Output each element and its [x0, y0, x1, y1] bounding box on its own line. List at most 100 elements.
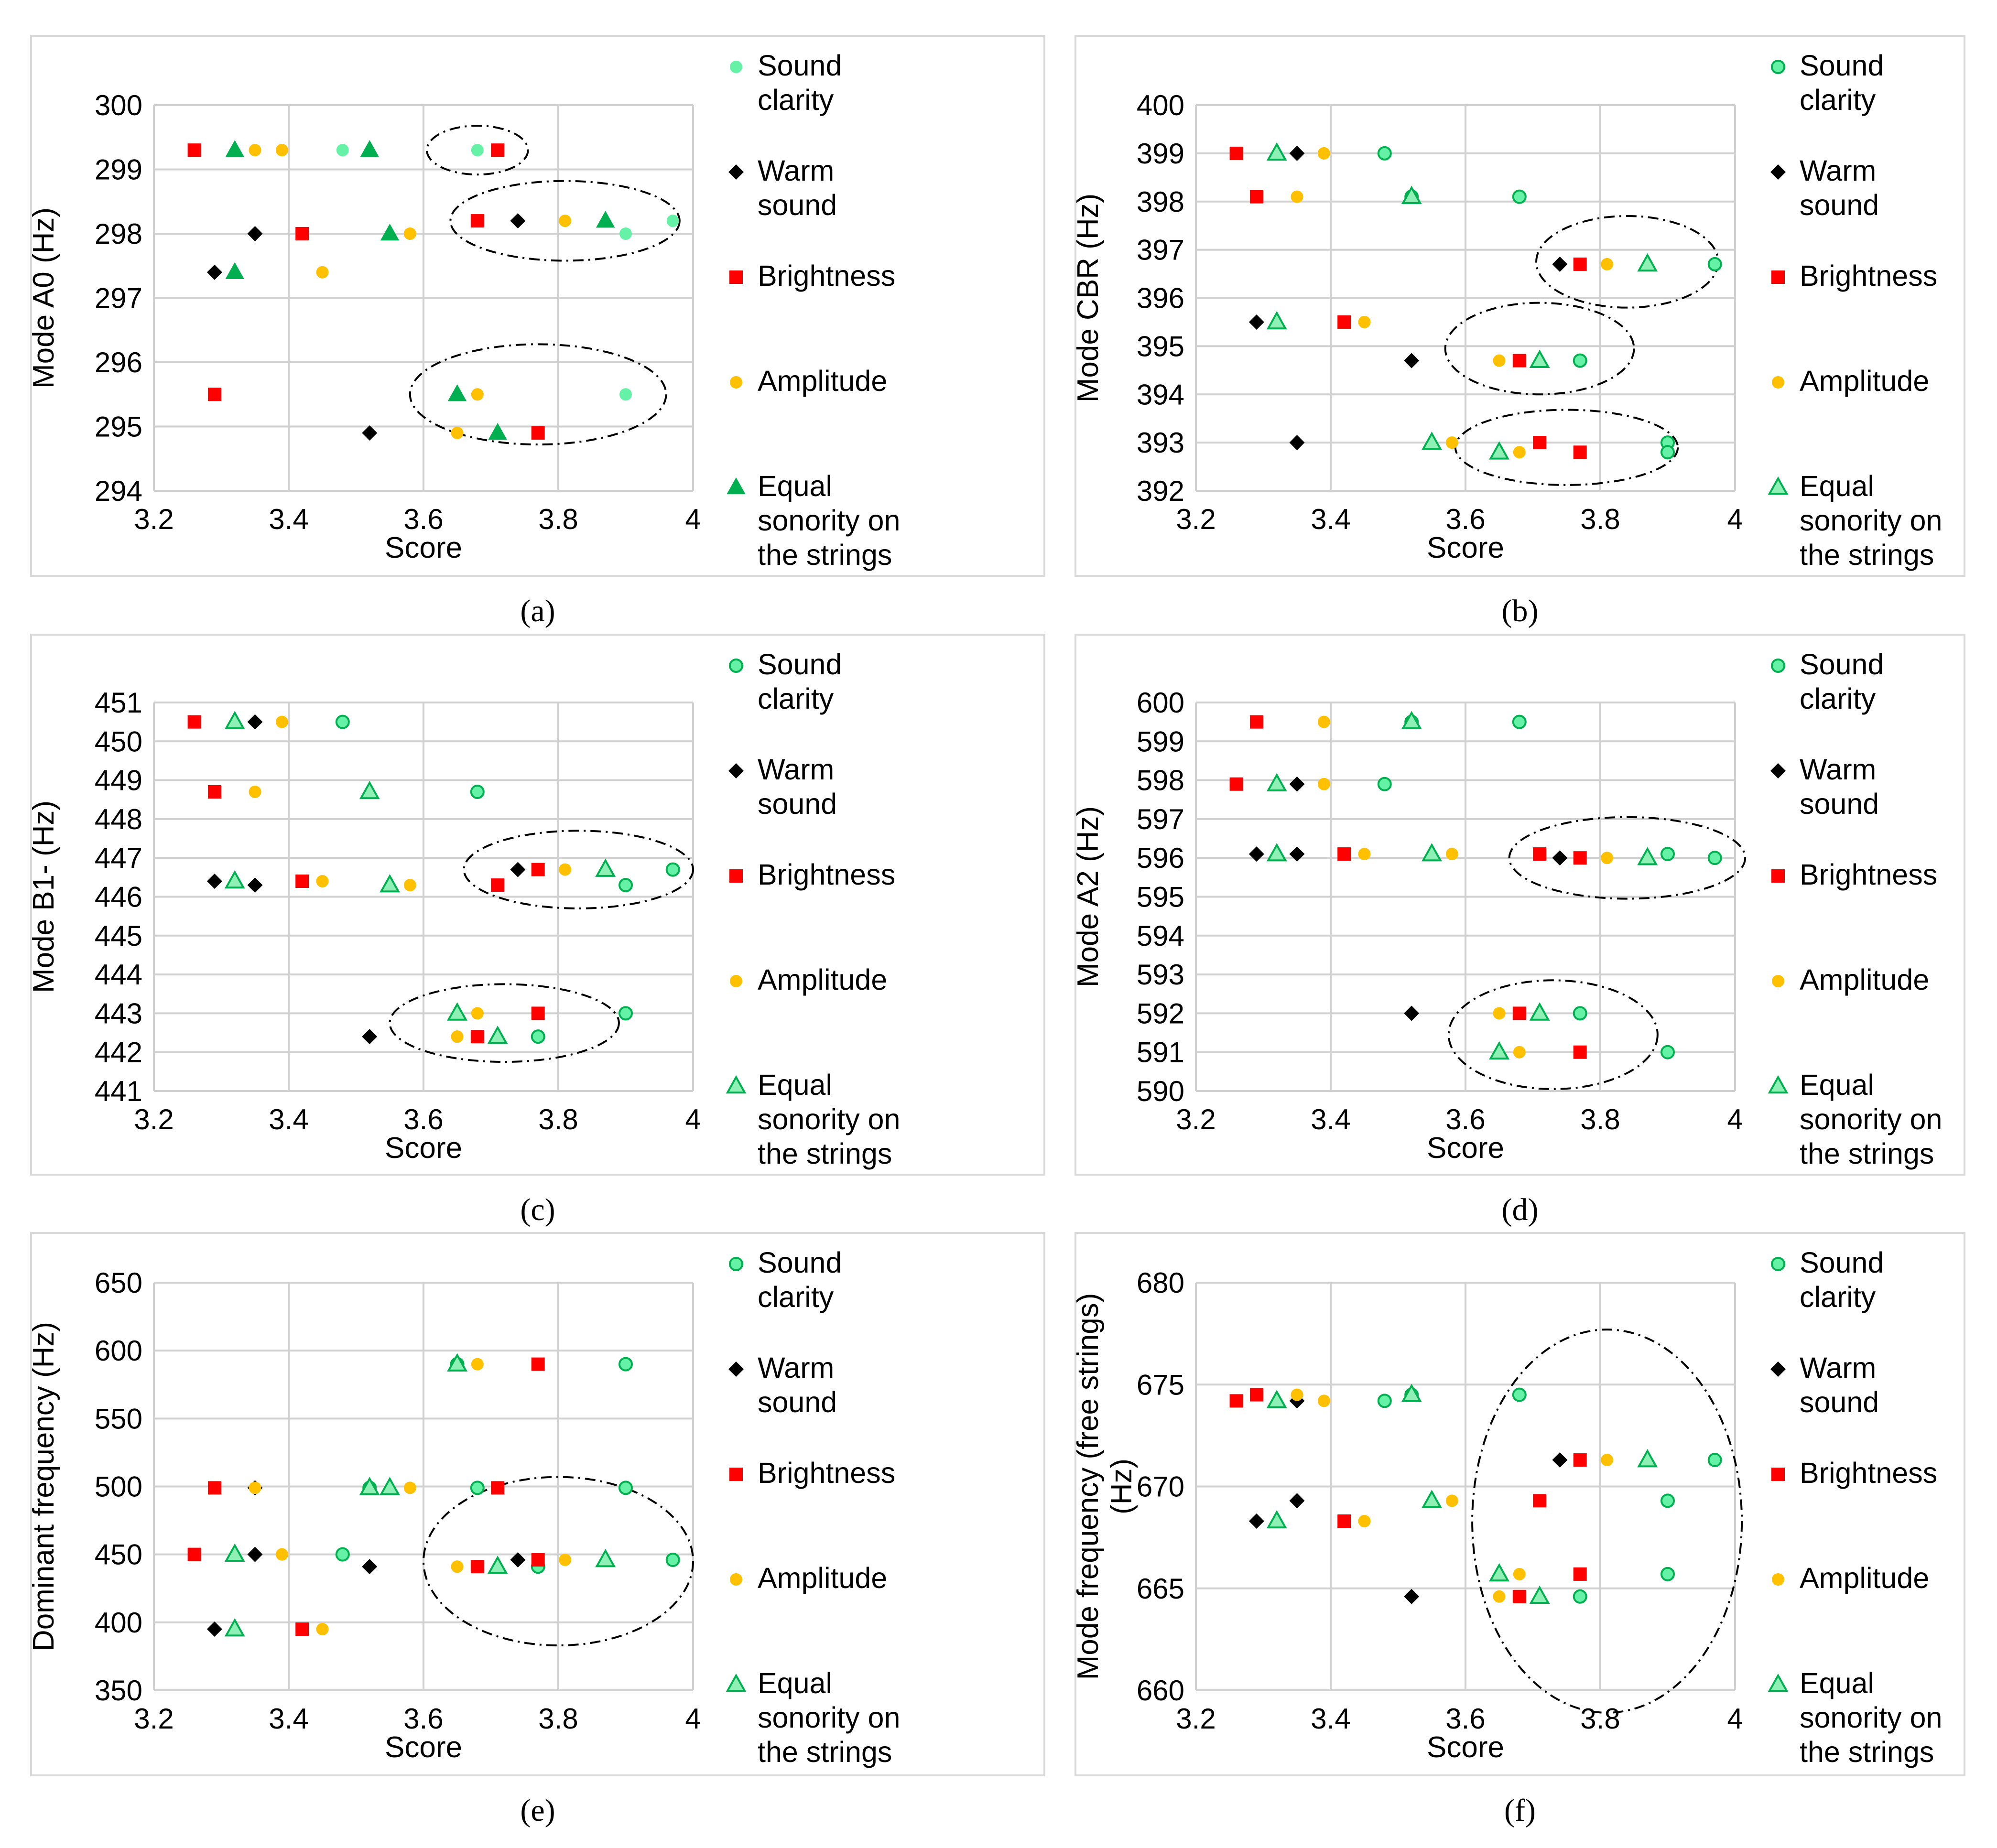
brightness-point [1229, 146, 1243, 160]
legend-amplitude-text: Amplitude [758, 963, 887, 996]
y-tick-label: 444 [95, 959, 142, 991]
warm-sound-point [1404, 1005, 1420, 1021]
sound-clarity-point [665, 1553, 680, 1567]
legend-amplitude-marker [1772, 975, 1784, 987]
y-tick-label: 670 [1137, 1471, 1184, 1503]
highlight-ellipse [1471, 1329, 1743, 1714]
legend-sound-clarity-text: Sound [758, 1246, 842, 1279]
amplitude-point [1493, 354, 1506, 367]
sound-clarity-point [666, 215, 679, 227]
legend-amplitude-marker [1772, 376, 1784, 389]
equal-sonority-point [487, 1556, 508, 1574]
legend-sound-clarity-marker [1771, 659, 1785, 673]
brightness-point [491, 143, 505, 157]
equal-sonority-point [380, 874, 400, 893]
legend-sound-clarity-text: clarity [1800, 682, 1876, 715]
legend-equal-sonority-text: sonority on [758, 504, 900, 537]
brightness-point [470, 1560, 484, 1574]
legend-equal-sonority-text: the strings [758, 1137, 892, 1170]
y-tick-label: 680 [1137, 1267, 1184, 1299]
warm-sound-point [1248, 314, 1264, 330]
sound-clarity-point [1661, 1493, 1675, 1508]
legend-warm-sound-text: Warm [758, 753, 834, 786]
equal-sonority-point [360, 140, 379, 157]
equal-sonority-point [359, 780, 380, 800]
equal-sonority-point [224, 870, 245, 889]
amplitude-point [1601, 1454, 1614, 1467]
amplitude-point [559, 215, 572, 227]
highlight-ellipse [1508, 816, 1747, 900]
warm-sound-point [510, 213, 526, 229]
amplitude-point [1445, 436, 1458, 449]
sound-clarity-point [619, 878, 633, 893]
y-tick-label: 399 [1137, 138, 1184, 170]
equal-sonority-point [447, 1353, 467, 1372]
legend-sound-clarity-text: Sound [758, 49, 842, 82]
y-tick-label: 451 [95, 687, 142, 719]
sound-clarity-point [619, 388, 632, 401]
legend-warm-sound-text: sound [758, 1386, 837, 1418]
equal-sonority-point [447, 1002, 467, 1021]
legend-warm-sound-marker [728, 164, 744, 180]
y-tick-label: 665 [1137, 1573, 1184, 1605]
y-tick-label: 443 [95, 997, 142, 1029]
legend-equal-sonority-text: Equal [758, 1667, 832, 1699]
brightness-point [295, 1622, 309, 1636]
equal-sonority-point [1266, 843, 1287, 862]
legend-warm-sound-text: sound [1800, 788, 1879, 820]
y-tick-label: 394 [1137, 378, 1184, 411]
brightness-point [470, 214, 484, 228]
warm-sound-point [510, 862, 526, 877]
y-tick-label: 393 [1137, 427, 1184, 459]
warm-sound-point [1289, 846, 1305, 862]
y-tick-label: 591 [1137, 1037, 1184, 1069]
brightness-point [1249, 190, 1263, 204]
legend-warm-sound-marker [1770, 763, 1786, 778]
chart-panel: 294 295 296 297 298 299 300 3.2 3.4 3.6 3.8 4 Score M… [27, 35, 1045, 577]
amplitude-point [275, 1548, 288, 1561]
warm-sound-point [1248, 846, 1264, 862]
sound-clarity-point [1661, 847, 1675, 862]
equal-sonority-point [447, 384, 467, 401]
x-tick-label: 3.2 [134, 1703, 174, 1735]
legend-sound-clarity-text: Sound [1800, 1246, 1884, 1279]
brightness-point [1512, 1589, 1526, 1603]
legend-equal-sonority-marker [726, 1673, 747, 1692]
legend-amplitude-text: Amplitude [1800, 365, 1929, 397]
x-tick-label: 3.8 [1580, 1103, 1620, 1135]
warm-sound-point [362, 1029, 378, 1045]
x-tick-label: 3.6 [1445, 1103, 1485, 1135]
y-tick-label: 448 [95, 803, 142, 835]
highlight-ellipse [1447, 979, 1659, 1090]
legend-sound-clarity-text: clarity [1800, 84, 1876, 116]
brightness-point [1573, 257, 1587, 271]
legend-equal-sonority-text: the strings [758, 1736, 892, 1768]
y-tick-label: 598 [1137, 765, 1184, 797]
legend-sound-clarity-text: clarity [758, 682, 834, 715]
equal-sonority-point [1637, 1448, 1658, 1468]
equal-sonority-point [1422, 843, 1442, 862]
brightness-point [1249, 715, 1263, 729]
amplitude-point [471, 1358, 484, 1371]
legend-sound-clarity-marker [1771, 60, 1785, 74]
highlight-ellipse [1444, 302, 1635, 396]
y-axis-title: Mode A2 (Hz) [1072, 806, 1105, 987]
warm-sound-point [206, 264, 222, 280]
amplitude-point [1601, 852, 1614, 865]
sound-clarity-point [619, 1006, 633, 1021]
brightness-point [1337, 315, 1351, 329]
chart-panel: 590 591 592 593 594 595 596 597 598 599 600 3.2 3.4 3… [1072, 634, 1965, 1176]
amplitude-point [1445, 848, 1458, 861]
equal-sonority-point [1422, 1490, 1442, 1508]
warm-sound-point [1248, 1513, 1264, 1529]
equal-sonority-point [224, 711, 245, 729]
sound-clarity-point [1573, 1006, 1587, 1021]
sound-clarity-point [1661, 1045, 1675, 1059]
warm-sound-point [1289, 1493, 1305, 1509]
legend-brightness-marker [1771, 1468, 1785, 1481]
sound-clarity-point [335, 1547, 350, 1562]
warm-sound-point [247, 1546, 263, 1562]
x-tick-label: 3.4 [269, 1103, 308, 1135]
amplitude-point [1358, 1515, 1371, 1528]
